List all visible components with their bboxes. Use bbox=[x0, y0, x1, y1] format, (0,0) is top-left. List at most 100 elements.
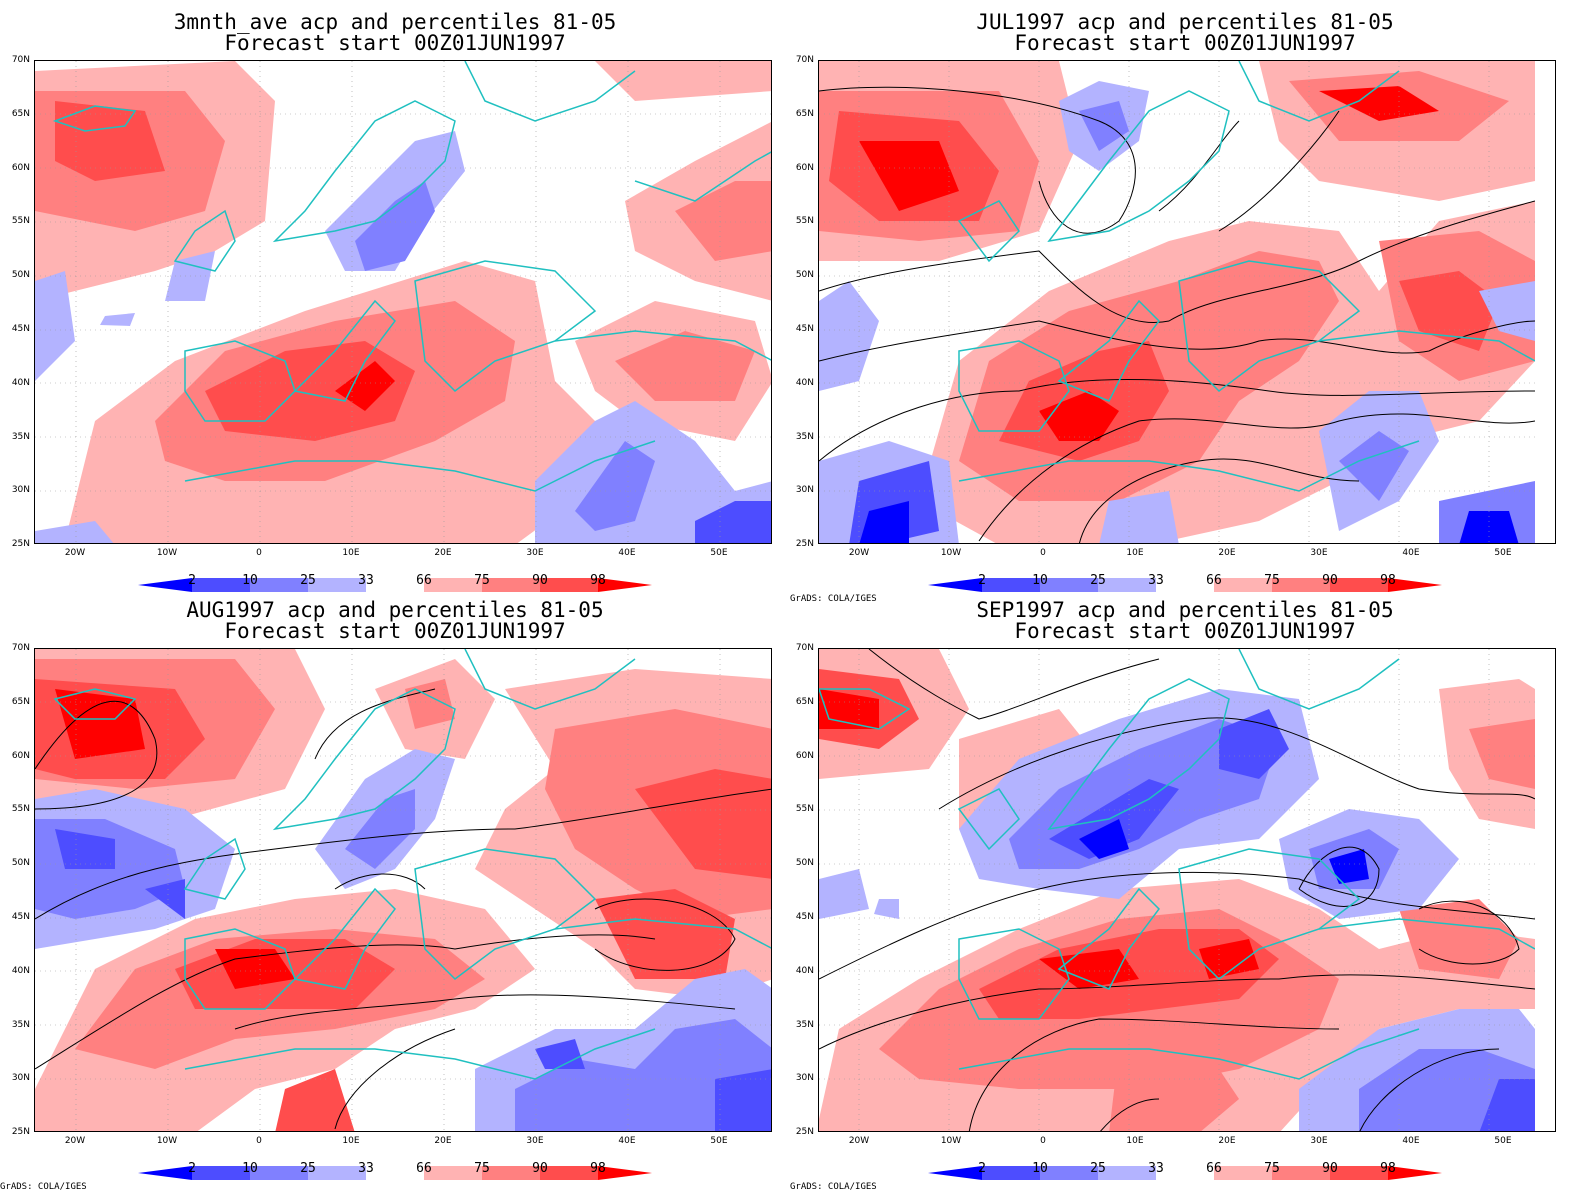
colorbar-segment bbox=[482, 1166, 540, 1180]
map-panel-jul1997: JUL1997 acp and percentiles 81-05 Foreca… bbox=[790, 0, 1580, 604]
colorbar-segment bbox=[366, 1166, 424, 1180]
lat-tick-label: 50N bbox=[11, 858, 30, 869]
lat-tick-label: 45N bbox=[795, 324, 814, 334]
lon-tick-label: 30E bbox=[1310, 1136, 1328, 1146]
lat-tick-label: 25N bbox=[795, 539, 814, 550]
panel-title-line2: Forecast start 00Z01JUN1997 bbox=[1014, 31, 1356, 55]
colorbar-segment bbox=[1098, 1166, 1156, 1180]
colorbar-segment bbox=[1330, 1166, 1388, 1180]
lat-tick-label: 50N bbox=[11, 270, 30, 281]
map-plot-area bbox=[818, 60, 1556, 544]
colorbar-segment bbox=[540, 1166, 598, 1180]
lat-tick-label: 25N bbox=[795, 1127, 814, 1138]
lon-tick-label: 10E bbox=[1126, 1136, 1144, 1146]
lon-tick-label: 10E bbox=[342, 548, 360, 558]
panel-title-line2: Forecast start 00Z01JUN1997 bbox=[224, 619, 566, 643]
colorbar-segment bbox=[482, 578, 540, 592]
lat-tick-label: 30N bbox=[11, 485, 30, 496]
colorbar-segment bbox=[928, 578, 982, 592]
lon-tick-label: 20W bbox=[848, 1136, 870, 1146]
map-plot-area bbox=[34, 648, 772, 1132]
colorbar-label: 75 bbox=[1264, 1161, 1280, 1176]
colorbar-label: 90 bbox=[532, 573, 548, 588]
lon-tick-label: 10W bbox=[940, 1136, 962, 1146]
lon-tick-label: 0 bbox=[256, 1136, 262, 1146]
map-plot-area bbox=[34, 60, 772, 544]
panel-title-line2: Forecast start 00Z01JUN1997 bbox=[1014, 619, 1356, 643]
lon-tick-label: 20E bbox=[434, 1136, 452, 1146]
lat-tick-label: 30N bbox=[11, 1073, 30, 1084]
colorbar-label: 66 bbox=[1206, 573, 1222, 588]
lat-tick-label: 65N bbox=[795, 108, 814, 119]
lat-tick-label: 25N bbox=[11, 539, 30, 550]
lat-tick-label: 60N bbox=[795, 750, 814, 761]
colorbar-segment bbox=[598, 578, 652, 592]
lon-tick-label: 20W bbox=[64, 1136, 86, 1146]
lat-tick-label: 45N bbox=[11, 912, 30, 922]
lat-tick-label: 35N bbox=[11, 1019, 30, 1030]
lat-tick-label: 40N bbox=[795, 377, 814, 388]
colorbar-label: 2 bbox=[978, 1161, 986, 1176]
colorbar-label: 25 bbox=[300, 1161, 316, 1176]
lat-tick-label: 55N bbox=[11, 216, 30, 227]
map-field bbox=[35, 61, 771, 543]
colorbar-segment bbox=[424, 1166, 482, 1180]
lon-tick-label: 20E bbox=[1218, 1136, 1236, 1146]
colorbar-segment bbox=[250, 578, 308, 592]
colorbar-label: 33 bbox=[1148, 573, 1164, 588]
panel-title-line2: Forecast start 00Z01JUN1997 bbox=[224, 31, 566, 55]
panel-title-line1: 3mnth_ave acp and percentiles 81-05 bbox=[173, 10, 617, 34]
map-field bbox=[819, 61, 1535, 543]
colorbar bbox=[138, 1166, 652, 1180]
colorbar-label: 66 bbox=[416, 573, 432, 588]
map-panel-sep1997: SEP1997 acp and percentiles 81-05 Foreca… bbox=[790, 588, 1580, 1192]
lon-tick-label: 50E bbox=[710, 1136, 728, 1146]
lon-tick-label: 50E bbox=[710, 548, 728, 558]
colorbar-label: 2 bbox=[188, 1161, 196, 1176]
colorbar-segment bbox=[1272, 578, 1330, 592]
colorbar-segment bbox=[308, 578, 366, 592]
map-panel-3mnth: 3mnth_ave acp and percentiles 81-05 Fore… bbox=[0, 0, 790, 596]
colorbar-segment bbox=[1272, 1166, 1330, 1180]
colorbar-label: 33 bbox=[358, 573, 374, 588]
lat-tick-label: 60N bbox=[795, 162, 814, 173]
colorbar-label: 10 bbox=[242, 573, 258, 588]
colorbar-segment bbox=[366, 578, 424, 592]
colorbar-segment bbox=[1156, 1166, 1214, 1180]
colorbar-label: 10 bbox=[1032, 1161, 1048, 1176]
colorbar-label: 66 bbox=[416, 1161, 432, 1176]
colorbar-segment bbox=[1388, 578, 1442, 592]
colorbar-label: 10 bbox=[242, 1161, 258, 1176]
colorbar-segment bbox=[1040, 578, 1098, 592]
lat-tick-label: 70N bbox=[795, 55, 814, 65]
colorbar-label: 2 bbox=[978, 573, 986, 588]
lat-tick-label: 70N bbox=[11, 55, 30, 65]
lon-tick-label: 20W bbox=[848, 548, 870, 558]
panel-title-line1: JUL1997 acp and percentiles 81-05 bbox=[976, 10, 1394, 34]
colorbar-label: 33 bbox=[1148, 1161, 1164, 1176]
lon-tick-label: 0 bbox=[256, 548, 262, 558]
lon-tick-label: 10W bbox=[940, 548, 962, 558]
colorbar-label: 25 bbox=[1090, 1161, 1106, 1176]
colorbar-segment bbox=[982, 578, 1040, 592]
colorbar-segment bbox=[982, 1166, 1040, 1180]
lat-tick-label: 30N bbox=[795, 485, 814, 496]
colorbar-label: 98 bbox=[590, 1161, 606, 1176]
panel-title-line1: SEP1997 acp and percentiles 81-05 bbox=[976, 598, 1394, 622]
lon-tick-label: 40E bbox=[618, 1136, 636, 1146]
lon-tick-label: 20E bbox=[1218, 548, 1236, 558]
lon-tick-label: 50E bbox=[1494, 548, 1512, 558]
map-panel-aug1997: AUG1997 acp and percentiles 81-05 Foreca… bbox=[0, 588, 790, 1192]
lon-tick-label: 0 bbox=[1040, 1136, 1046, 1146]
colorbar-label: 75 bbox=[474, 1161, 490, 1176]
colorbar-segment bbox=[928, 1166, 982, 1180]
lon-tick-label: 20W bbox=[64, 548, 86, 558]
lon-tick-label: 10W bbox=[156, 1136, 178, 1146]
colorbar-label: 25 bbox=[1090, 573, 1106, 588]
colorbar-label: 98 bbox=[590, 573, 606, 588]
lat-tick-label: 35N bbox=[795, 431, 814, 442]
colorbar-label: 10 bbox=[1032, 573, 1048, 588]
lat-tick-label: 50N bbox=[795, 270, 814, 281]
lon-tick-label: 30E bbox=[1310, 548, 1328, 558]
colorbar bbox=[928, 1166, 1442, 1180]
